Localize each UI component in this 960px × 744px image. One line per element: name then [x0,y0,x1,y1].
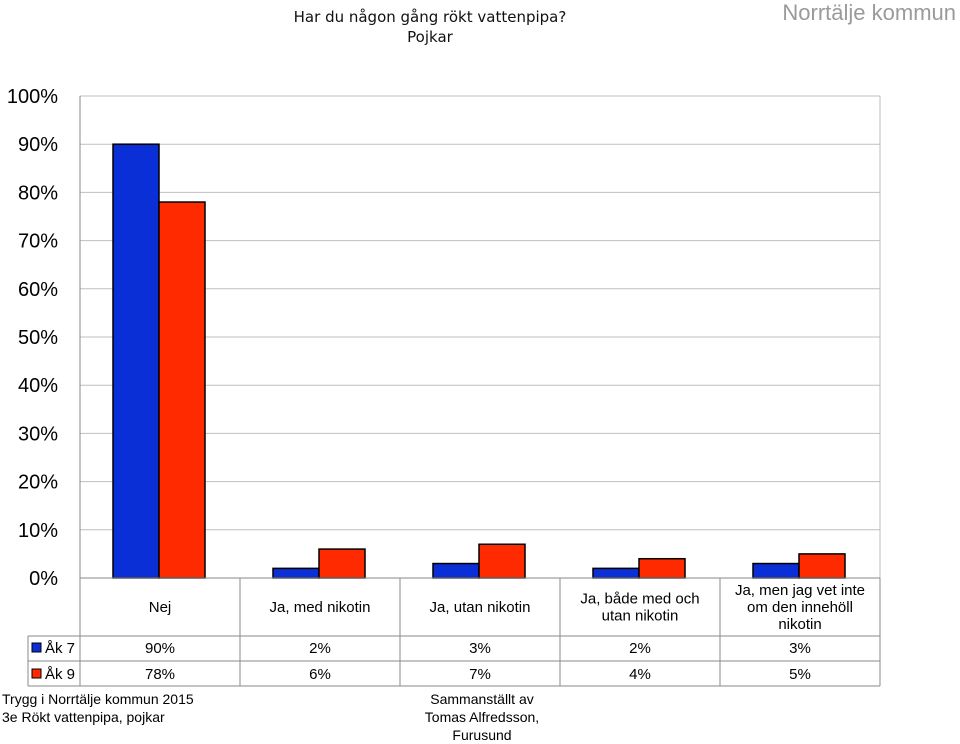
y-tick-label: 20% [18,472,58,494]
y-tick-label: 90% [18,134,58,156]
y-tick-label: 50% [18,327,58,349]
data-value-label: 5% [789,666,811,683]
y-tick-label: 40% [18,375,58,397]
y-tick-label: 70% [18,231,58,253]
legend-key [31,642,42,653]
footer-left-line2: 3e Rökt vattenpipa, pojkar [2,709,165,725]
bar [752,562,800,579]
data-value-label: 4% [629,666,651,683]
bar [272,567,320,579]
legend-key [31,668,42,679]
bar [592,567,640,579]
footer-left: Trygg i Norrtälje kommun 2015 3e Rökt va… [2,690,194,726]
bar [798,553,846,579]
legend-label: Åk 7 [45,640,75,657]
data-value-label: 3% [789,640,811,657]
data-value-label: 2% [309,640,331,657]
brand-label: Norrtälje kommun [782,0,956,25]
category-label: Ja, med nikotin [270,599,371,616]
y-tick-label: 100% [7,86,58,108]
chart-title: Har du någon gång rökt vattenpipa? [293,8,567,26]
bar [112,143,160,579]
footer-right-line2: Tomas Alfredsson, Furusund [424,709,540,743]
footer-right: Sammanställt av Tomas Alfredsson, Furusu… [398,690,566,744]
category-label: Nej [149,599,172,616]
bar [478,543,526,579]
category-label: nikotin [778,616,821,633]
y-tick-label: 60% [18,279,58,301]
bar [318,548,366,579]
y-tick-label: 30% [18,423,58,445]
data-value-label: 6% [309,666,331,683]
bar-chart: 0% 10% 20% 30% 40% 50% 60% 70% 80% 90% 100% Nej Ja, … [7,86,881,687]
legend-label: Åk 9 [45,666,75,683]
y-tick-label: 80% [18,182,58,204]
category-label: Ja, både med och [580,591,699,608]
footer-left-line1: Trygg i Norrtälje kommun 2015 [2,691,194,707]
data-value-label: 2% [629,640,651,657]
category-label: utan nikotin [602,608,679,625]
y-tick-label: 0% [29,568,58,590]
data-value-label: 3% [469,640,491,657]
category-label: om den innehöll [747,599,853,616]
footer-right-line1: Sammanställt av [430,691,534,707]
y-tick-label: 10% [18,520,58,542]
bar [432,562,480,579]
bar [638,557,686,579]
data-value-label: 90% [145,640,175,657]
data-value-label: 78% [145,666,175,683]
bar [158,201,206,579]
chart-subtitle: Pojkar [407,28,453,46]
category-label: Ja, men jag vet inte [735,582,865,599]
data-value-label: 7% [469,666,491,683]
category-label: Ja, utan nikotin [430,599,531,616]
